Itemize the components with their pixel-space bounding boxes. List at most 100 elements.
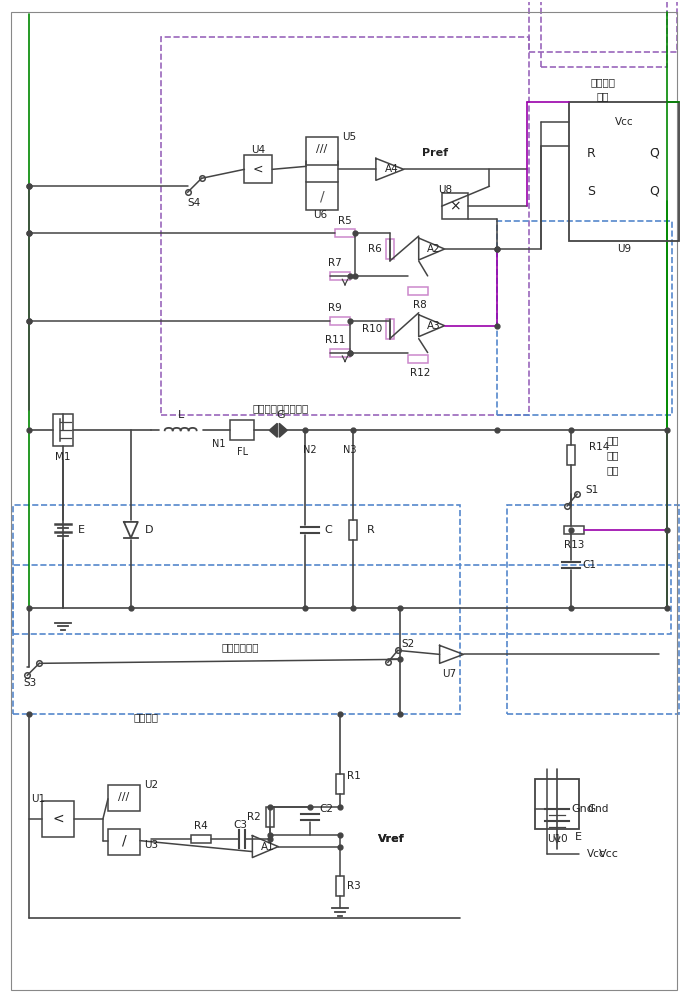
Text: S2: S2 bbox=[402, 639, 415, 649]
Text: S3: S3 bbox=[23, 678, 37, 688]
Bar bbox=[190, 835, 210, 843]
Bar bbox=[442, 193, 468, 219]
Text: R14: R14 bbox=[589, 442, 609, 452]
Text: U5: U5 bbox=[342, 132, 356, 142]
Bar bbox=[535, 779, 579, 829]
Text: A1: A1 bbox=[260, 842, 274, 852]
Text: ×: × bbox=[448, 199, 460, 213]
Text: Vcc: Vcc bbox=[599, 849, 619, 859]
Text: 电路: 电路 bbox=[597, 92, 609, 102]
Bar bbox=[330, 349, 350, 357]
Text: /: / bbox=[121, 834, 126, 848]
Text: U10: U10 bbox=[547, 834, 567, 844]
Text: R8: R8 bbox=[413, 300, 426, 310]
Text: R13: R13 bbox=[564, 540, 584, 550]
Text: Q: Q bbox=[649, 185, 659, 198]
Text: C2: C2 bbox=[319, 804, 333, 814]
Bar bbox=[408, 287, 428, 295]
Bar bbox=[161, 37, 529, 415]
Text: U6: U6 bbox=[313, 210, 327, 220]
Text: 火花放电恒功率电路: 火花放电恒功率电路 bbox=[252, 403, 308, 413]
Text: R5: R5 bbox=[338, 216, 352, 226]
Text: R11: R11 bbox=[325, 335, 345, 345]
Text: R4: R4 bbox=[194, 821, 208, 831]
Text: U4: U4 bbox=[251, 145, 266, 155]
Text: C3: C3 bbox=[233, 820, 248, 830]
Text: Vref: Vref bbox=[378, 834, 404, 844]
Bar bbox=[13, 565, 671, 634]
Text: N2: N2 bbox=[304, 445, 317, 455]
Text: R1: R1 bbox=[347, 771, 361, 781]
Text: R: R bbox=[586, 147, 595, 160]
Text: Pref: Pref bbox=[422, 148, 448, 158]
Text: E: E bbox=[575, 832, 582, 842]
Text: 输出: 输出 bbox=[607, 435, 619, 445]
Text: R12: R12 bbox=[409, 368, 430, 378]
Text: 起弧触发: 起弧触发 bbox=[591, 77, 615, 87]
Text: /: / bbox=[319, 189, 324, 203]
Bar bbox=[330, 272, 350, 280]
Text: G: G bbox=[276, 410, 284, 420]
Text: Q̄: Q̄ bbox=[649, 147, 659, 160]
Bar bbox=[569, 102, 679, 241]
Text: Vcc: Vcc bbox=[615, 117, 633, 127]
Text: A3: A3 bbox=[427, 321, 440, 331]
Bar bbox=[408, 355, 428, 363]
Text: U2: U2 bbox=[144, 780, 158, 790]
Text: <: < bbox=[253, 163, 264, 176]
Bar bbox=[42, 801, 74, 837]
Polygon shape bbox=[279, 423, 287, 437]
Bar bbox=[386, 239, 394, 259]
Text: S1: S1 bbox=[585, 485, 598, 495]
Bar bbox=[335, 229, 355, 237]
Bar bbox=[230, 420, 255, 440]
Text: R10: R10 bbox=[362, 324, 382, 334]
Text: R6: R6 bbox=[368, 244, 382, 254]
Bar bbox=[507, 505, 679, 714]
Text: U8: U8 bbox=[439, 185, 453, 195]
Bar bbox=[386, 319, 394, 339]
Text: S4: S4 bbox=[187, 198, 200, 208]
Bar bbox=[244, 155, 273, 183]
Bar bbox=[497, 221, 671, 415]
Bar bbox=[108, 829, 140, 855]
Text: L: L bbox=[177, 410, 184, 420]
Bar bbox=[349, 520, 357, 540]
Bar bbox=[564, 526, 584, 534]
Text: R9: R9 bbox=[328, 303, 342, 313]
Text: Gnd: Gnd bbox=[571, 804, 594, 814]
Text: N3: N3 bbox=[343, 445, 357, 455]
Text: C1: C1 bbox=[582, 560, 596, 570]
Bar bbox=[266, 807, 275, 827]
Bar bbox=[306, 137, 338, 165]
Text: R3: R3 bbox=[347, 881, 361, 891]
Text: R2: R2 bbox=[248, 812, 262, 822]
Text: D: D bbox=[144, 525, 153, 535]
Text: 电路: 电路 bbox=[607, 465, 619, 475]
Text: R7: R7 bbox=[328, 258, 342, 268]
Text: N1: N1 bbox=[212, 439, 225, 449]
Text: A2: A2 bbox=[427, 244, 440, 254]
Text: M1: M1 bbox=[55, 452, 71, 462]
Text: R: R bbox=[367, 525, 375, 535]
Text: ///: /// bbox=[118, 792, 130, 802]
Text: U9: U9 bbox=[617, 244, 631, 254]
Text: Vref: Vref bbox=[378, 834, 404, 844]
Bar bbox=[541, 0, 667, 67]
Text: U7: U7 bbox=[442, 669, 457, 679]
Bar bbox=[336, 876, 344, 896]
Bar bbox=[336, 774, 344, 794]
Text: S: S bbox=[587, 185, 595, 198]
Bar bbox=[529, 0, 677, 52]
Text: Vcc: Vcc bbox=[587, 849, 606, 859]
Text: Gnd: Gnd bbox=[587, 804, 609, 814]
Bar bbox=[330, 317, 350, 325]
Text: 控制封锁电路: 控制封锁电路 bbox=[221, 642, 259, 652]
Text: C: C bbox=[324, 525, 332, 535]
Text: FL: FL bbox=[237, 447, 248, 457]
Bar bbox=[567, 445, 575, 465]
Bar bbox=[306, 182, 338, 210]
Bar bbox=[53, 414, 73, 446]
Text: ///: /// bbox=[317, 144, 328, 154]
Text: U3: U3 bbox=[144, 840, 158, 850]
